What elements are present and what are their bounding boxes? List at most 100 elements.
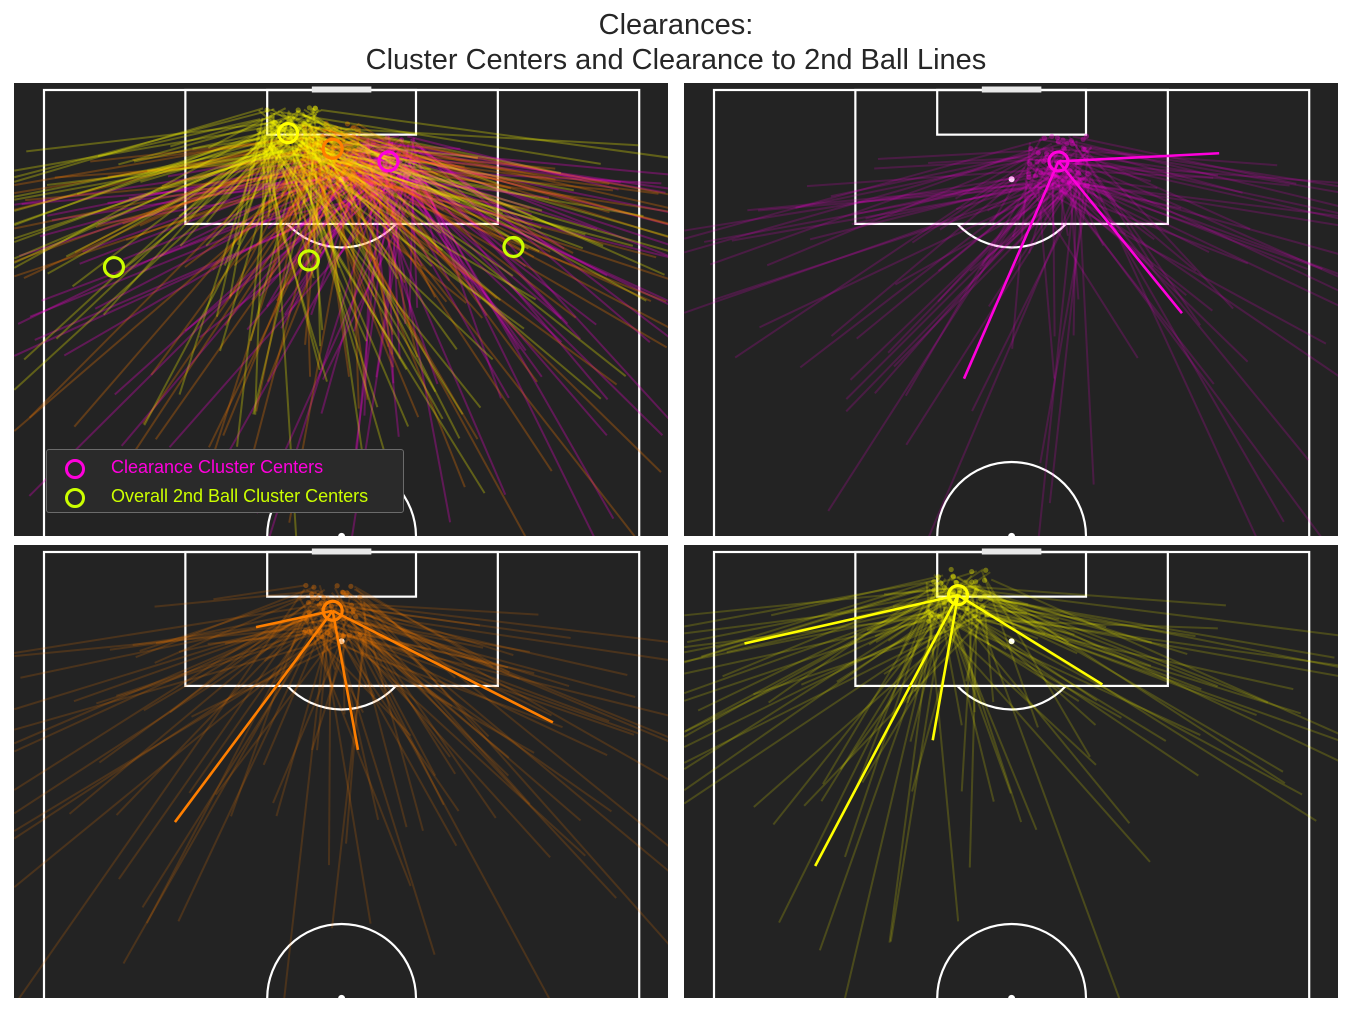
clearance-point <box>336 163 342 169</box>
clearance-point <box>956 590 962 596</box>
clearance-line <box>364 155 423 267</box>
clearance-line <box>327 124 343 197</box>
clearance-line <box>684 612 927 663</box>
clearance-point <box>978 596 984 602</box>
clearance-point <box>926 618 932 624</box>
clearance-line <box>684 168 1066 232</box>
clearance-line <box>354 137 538 383</box>
clearance-line <box>361 596 668 847</box>
clearance-line <box>319 138 376 211</box>
clearance-line <box>839 598 967 770</box>
clearance-line <box>697 595 937 712</box>
clearance-line <box>276 163 351 302</box>
clearance-point <box>969 579 975 585</box>
clearance-line <box>362 627 457 775</box>
clearance-point <box>390 146 396 152</box>
clearance-line <box>1080 181 1308 270</box>
clearance-line <box>1028 176 1053 254</box>
clearance-point <box>372 181 379 187</box>
clearance-line <box>142 173 316 425</box>
clearance-point <box>352 148 358 154</box>
clearance-point <box>1060 145 1067 151</box>
clearance-line <box>373 149 608 277</box>
clearance-line <box>262 136 286 244</box>
clearance-point <box>339 589 346 595</box>
clearance-line <box>359 152 659 195</box>
clearance-line <box>1065 151 1219 177</box>
clearance-line <box>351 162 409 219</box>
clearance-line <box>951 609 1167 742</box>
clearance-line <box>684 136 1050 240</box>
clearance-point <box>413 158 419 164</box>
clearance-line <box>206 124 289 223</box>
clearance-line <box>316 126 639 147</box>
clearance-point <box>324 161 331 167</box>
clearance-line <box>772 574 973 826</box>
clearance-line <box>1055 140 1251 230</box>
clearance-line <box>304 132 324 331</box>
clearance-line <box>1065 175 1338 307</box>
clearance-line <box>118 590 322 880</box>
clearance-line <box>324 178 398 189</box>
clearance-line <box>120 147 375 447</box>
clearance-point <box>278 152 284 158</box>
clearance-point <box>260 142 266 148</box>
clearance-line <box>888 620 933 943</box>
clearance-line <box>14 108 275 179</box>
clearance-line <box>684 617 937 675</box>
clearance-line <box>310 164 363 316</box>
clearance-point <box>312 143 318 149</box>
clearance-lines-background <box>14 584 668 998</box>
clearance-line <box>417 169 532 216</box>
clearance-point <box>981 577 988 583</box>
pitch-plot-cluster-0 <box>684 86 1338 536</box>
clearance-point <box>929 611 935 617</box>
clearance-line <box>169 588 326 714</box>
clearance-point <box>343 592 349 598</box>
clearance-line <box>311 126 556 181</box>
clearance-line <box>274 148 334 234</box>
clearance-point <box>305 135 311 141</box>
clearance-line <box>201 164 308 490</box>
clearance-point <box>972 592 978 598</box>
clearance-line <box>1049 153 1338 292</box>
clearance-line <box>937 185 1043 272</box>
clearance-line <box>297 143 668 252</box>
clearance-line <box>356 157 391 183</box>
clearance-line <box>856 168 1070 215</box>
clearance-point <box>415 184 421 190</box>
clearance-line <box>225 628 313 645</box>
clearance-line <box>178 613 349 653</box>
clearance-line <box>1024 179 1139 359</box>
clearance-line <box>684 613 945 649</box>
clearance-line <box>371 176 470 190</box>
clearance-cluster-center <box>946 584 970 607</box>
clearance-line <box>830 149 1051 198</box>
clearance-line <box>766 151 1041 267</box>
clearance-line <box>402 178 664 436</box>
clearance-line <box>1038 138 1338 188</box>
clearance-line <box>302 171 312 377</box>
clearance-line <box>963 587 1107 629</box>
clearance-line <box>273 628 330 684</box>
clearance-line <box>316 147 352 202</box>
clearance-point <box>270 120 276 126</box>
clearance-line <box>875 595 952 644</box>
clearance-line <box>845 163 1083 400</box>
clearance-line <box>348 163 553 472</box>
clearance-line <box>14 130 316 260</box>
clearance-point <box>374 171 380 177</box>
clearance-line <box>14 140 310 240</box>
clearance-line <box>208 148 356 448</box>
clearance-line <box>928 589 1029 606</box>
clearance-line <box>272 633 345 804</box>
clearance-line <box>889 606 946 942</box>
clearance-line <box>866 609 933 632</box>
clearance-point <box>950 589 957 595</box>
clearance-point <box>1055 139 1061 145</box>
clearance-point <box>328 150 334 156</box>
clearance-line <box>979 610 1257 716</box>
clearance-line <box>252 133 321 415</box>
clearance-point <box>349 140 355 146</box>
clearance-line <box>283 173 371 316</box>
